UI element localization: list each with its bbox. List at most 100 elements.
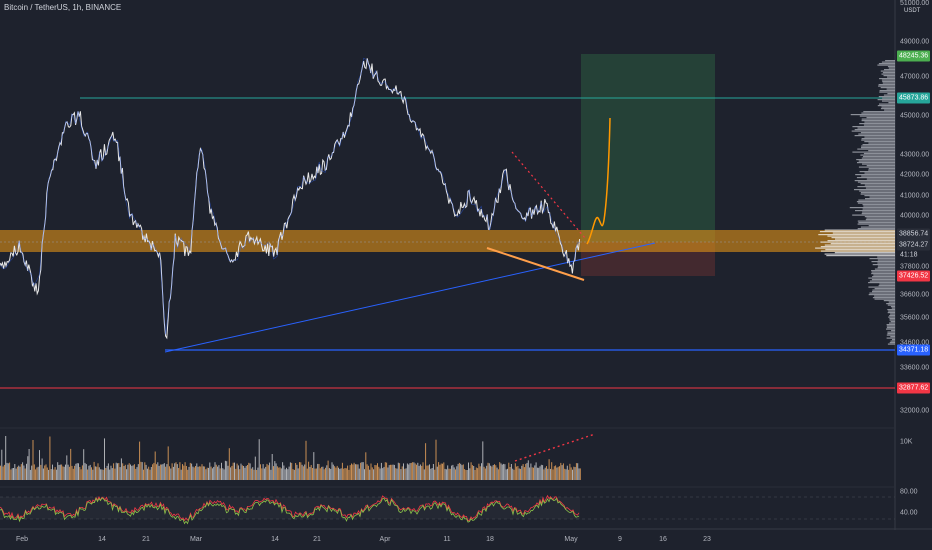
volume-profile-bar — [834, 252, 895, 254]
volume-bar — [322, 466, 324, 480]
low-price-tag[interactable]: 32877.62 — [897, 382, 931, 394]
stop-price-tag[interactable]: 37426.52 — [897, 270, 931, 282]
date-label: Mar — [189, 536, 203, 543]
volume-bar — [29, 469, 31, 480]
volume-profile-bar — [877, 99, 895, 101]
volume-bar — [282, 462, 284, 480]
volume-profile-bar — [874, 268, 895, 270]
volume-bar — [481, 463, 482, 480]
volume-bar — [136, 467, 138, 480]
volume-bar — [156, 464, 157, 480]
volume-bar — [418, 465, 420, 480]
date-label: 21 — [313, 536, 321, 543]
zone-top-price-tag[interactable]: 38856.74 — [897, 228, 931, 240]
volume-bar — [473, 466, 475, 480]
volume-bar — [419, 464, 421, 480]
volume-profile-bar — [872, 289, 895, 291]
volume-bar — [11, 468, 13, 480]
volume-profile-bar — [835, 238, 895, 240]
volume-bar — [249, 463, 251, 480]
volume-profile-bar — [827, 235, 895, 237]
falling-resistance-line[interactable] — [511, 151, 586, 239]
target-price-tag[interactable]: 48245.36 — [897, 50, 931, 62]
volume-profile-bar — [872, 276, 895, 278]
volume-bar — [468, 462, 469, 480]
volume-profile-bar — [861, 139, 895, 141]
volume-bar — [28, 449, 30, 480]
volume-bar — [5, 436, 7, 480]
volume-profile-bar — [861, 147, 895, 149]
volume-profile-bar — [864, 195, 895, 197]
volume-bar — [421, 465, 423, 480]
volume-bar — [102, 469, 104, 480]
falling-support-line[interactable] — [486, 247, 585, 281]
volume-bar — [335, 467, 337, 480]
volume-bar — [35, 469, 37, 480]
volume-profile-bar — [882, 72, 895, 74]
projection-path[interactable] — [586, 117, 611, 245]
volume-bar — [513, 469, 515, 480]
date-label: 21 — [142, 536, 150, 543]
volume-profile-bar — [865, 219, 895, 221]
volume-bar — [144, 462, 146, 480]
volume-bar — [284, 469, 286, 480]
volume-bar — [245, 465, 247, 480]
volume-bar — [416, 464, 417, 480]
volume-profile-bar — [888, 310, 895, 312]
resistance-price-tag[interactable]: 45873.86 — [897, 92, 931, 104]
volume-profile-bar — [885, 60, 895, 62]
volume-bar — [326, 465, 328, 480]
support-resistance-zone[interactable] — [0, 230, 895, 252]
date-label: 9 — [618, 536, 622, 543]
volume-bar — [522, 464, 524, 480]
volume-profile-bar — [886, 328, 895, 330]
volume-bar — [520, 468, 521, 480]
volume-bar — [490, 465, 492, 480]
volume-bar — [388, 465, 390, 480]
volume-bar — [132, 465, 134, 480]
volume-bar — [201, 464, 203, 480]
volume-bar — [560, 462, 562, 480]
volume-bar — [91, 467, 92, 480]
volume-profile-bar — [880, 108, 895, 110]
volume-bar — [315, 468, 317, 480]
volume-profile-bar — [890, 321, 895, 323]
volume-bar — [508, 462, 510, 480]
volume-profile-bar — [886, 337, 895, 339]
volume-bar — [54, 467, 56, 480]
ascending-trendline[interactable] — [164, 242, 656, 353]
volume-bar — [146, 468, 148, 480]
volume-bar — [379, 468, 381, 480]
volume-profile-bar — [887, 309, 895, 311]
volume-bar — [491, 466, 493, 480]
volume-profile-bar — [819, 231, 895, 233]
volume-bar — [455, 469, 456, 480]
volume-trend-line[interactable] — [514, 433, 596, 462]
volume-bar — [120, 458, 122, 480]
volume-bar — [501, 464, 503, 480]
volume-bar — [299, 462, 300, 480]
volume-bar — [531, 467, 533, 480]
current-price-tag[interactable]: 38724.27 — [897, 239, 931, 251]
volume-bar — [492, 465, 494, 480]
volume-profile-bar — [860, 192, 895, 194]
volume-bar — [261, 468, 263, 480]
volume-bar — [360, 462, 362, 480]
rsi-line-green — [0, 497, 580, 525]
volume-profile-bar — [890, 306, 895, 308]
volume-bar — [341, 462, 343, 480]
volume-profile-bar — [873, 274, 895, 276]
volume-bar — [458, 462, 460, 480]
volume-bar — [516, 466, 518, 480]
volume-bar — [273, 466, 274, 480]
volume-bar — [84, 462, 86, 480]
volume-bar — [72, 468, 74, 480]
volume-profile-bar — [815, 247, 895, 249]
volume-bar — [451, 465, 453, 480]
target-profit-box[interactable] — [581, 54, 715, 242]
bar-countdown: 41:18 — [900, 251, 918, 259]
support-price-tag[interactable]: 34371.18 — [897, 344, 931, 356]
volume-profile-bar — [858, 199, 895, 201]
